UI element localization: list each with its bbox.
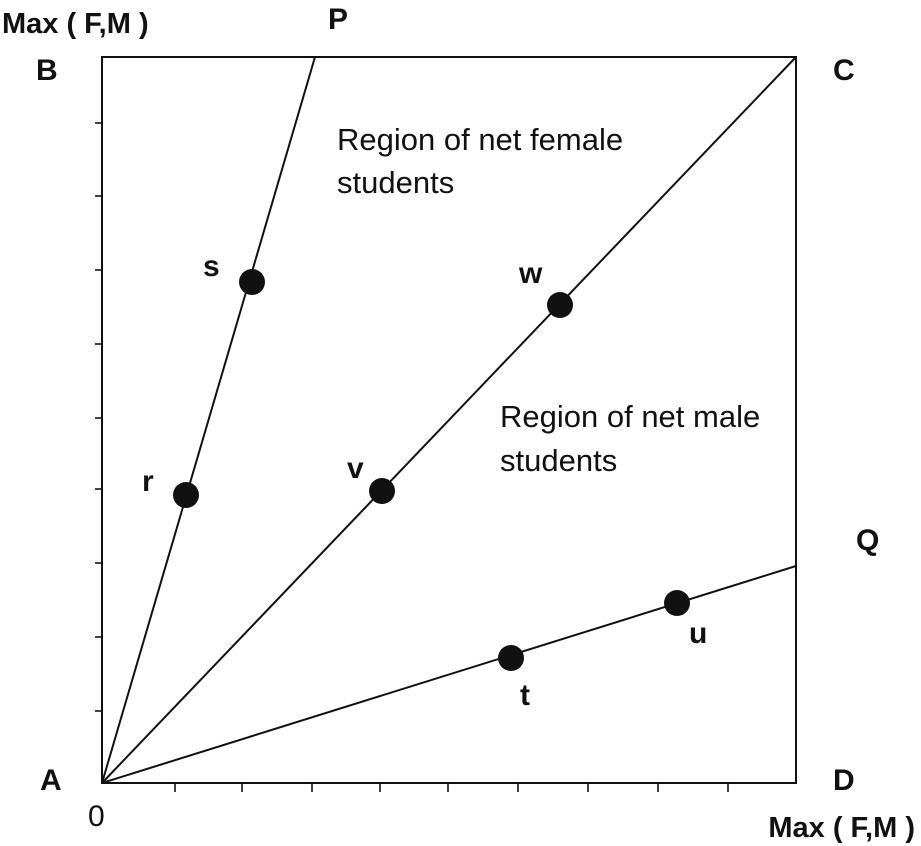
region-male-line-1: Region of net male [500, 399, 760, 434]
x-axis-ticks [174, 783, 729, 792]
point-v [369, 478, 395, 504]
corner-label-c: C [833, 54, 855, 87]
ray-label-p: P [328, 3, 348, 36]
point-t [498, 645, 524, 671]
origin-label: 0 [88, 800, 105, 833]
y-axis-ticks [95, 122, 102, 712]
corner-label-d: D [833, 764, 855, 797]
point-label-r: r [142, 465, 154, 498]
point-label-t: t [520, 679, 530, 712]
region-male-line-2: students [500, 443, 617, 478]
region-male-label: Region of net male students [500, 399, 769, 478]
y-axis-label: Max ( F,M ) [2, 8, 149, 40]
point-label-s: s [203, 250, 220, 283]
region-female-line-2: students [337, 165, 454, 200]
ray-label-q: Q [856, 524, 879, 557]
plot-frame [101, 56, 797, 784]
ray-ap [101, 56, 316, 784]
point-r [173, 482, 199, 508]
corner-label-a: A [40, 764, 62, 797]
point-w [547, 292, 573, 318]
x-axis-label: Max ( F,M ) [768, 812, 915, 844]
region-female-line-1: Region of net female [337, 122, 623, 157]
ray-ac-diagonal [101, 56, 797, 784]
point-u [664, 590, 690, 616]
region-female-label: Region of net female students [337, 122, 632, 200]
point-label-w: w [518, 257, 543, 290]
corner-label-b: B [36, 54, 58, 87]
point-label-u: u [689, 617, 707, 650]
point-s [239, 269, 265, 295]
point-label-v: v [347, 452, 364, 485]
